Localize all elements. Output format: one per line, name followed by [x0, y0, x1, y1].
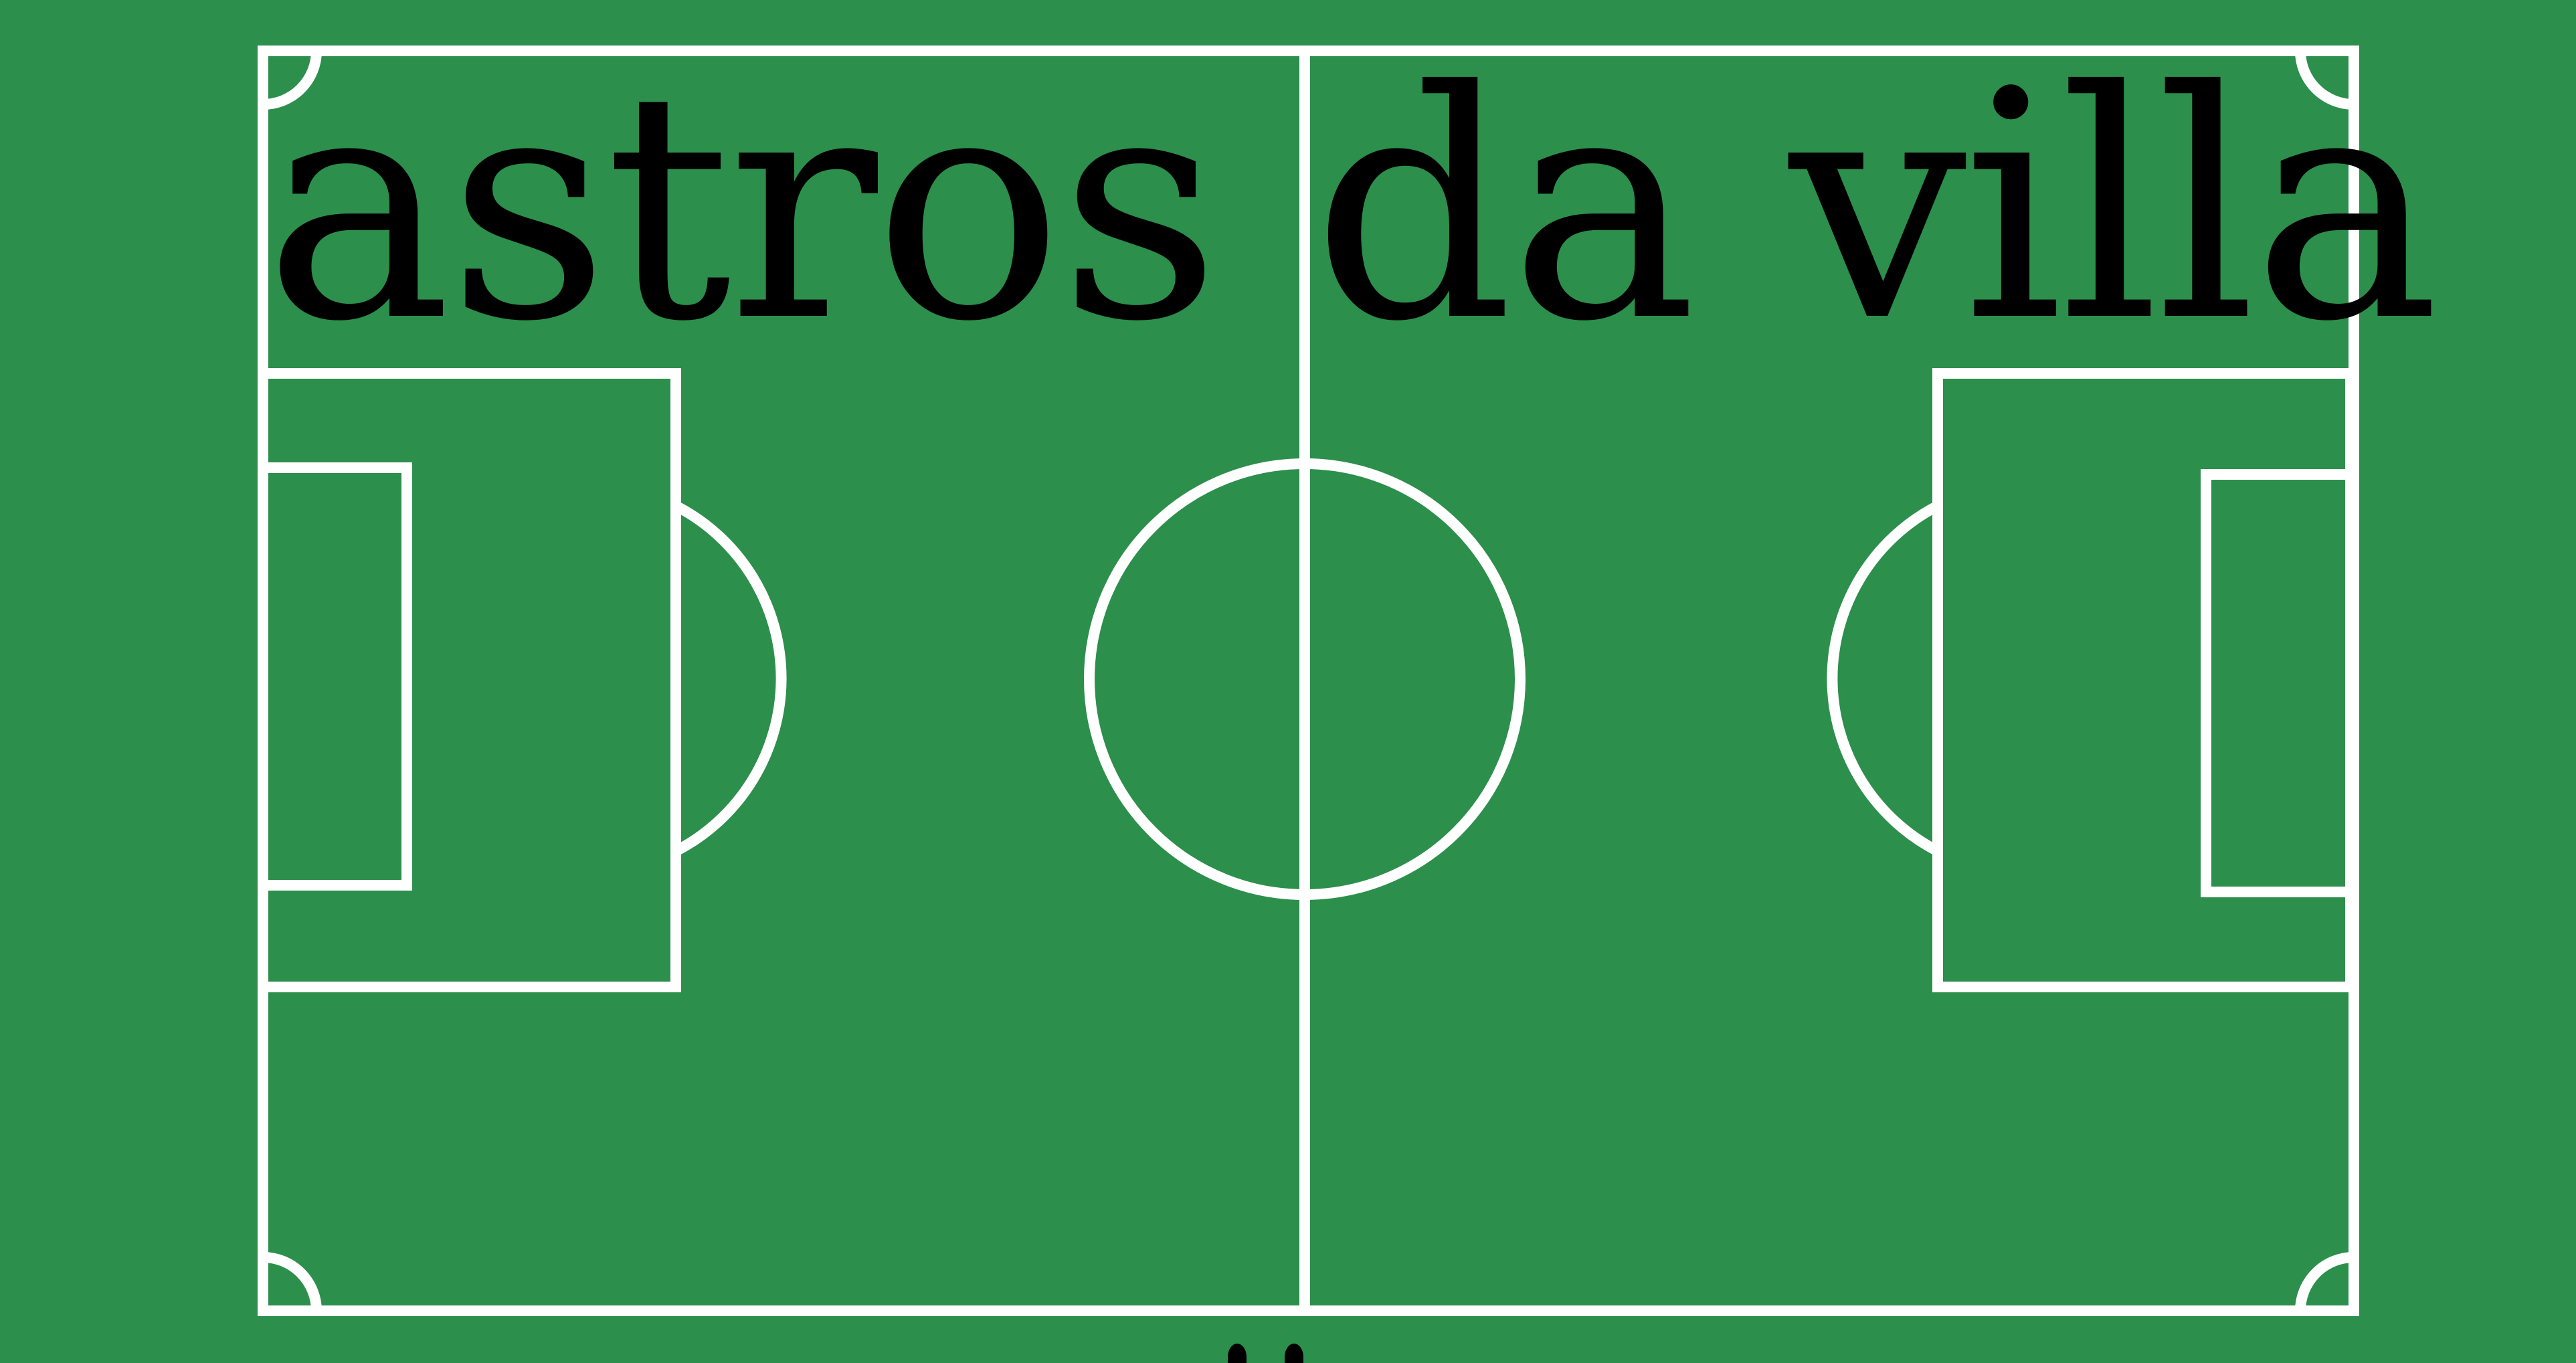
left-penalty-arc [673, 501, 787, 856]
corner-arc-top-left [262, 50, 322, 110]
right-goal-area [2201, 469, 2356, 897]
cropped-glyph [1285, 1344, 1303, 1363]
left-goal-area [258, 462, 412, 891]
center-circle [1084, 458, 1526, 900]
cropped-glyph [1228, 1344, 1247, 1363]
corner-arc-bottom-right [2295, 1252, 2355, 1311]
team-title: astros da villa [264, 24, 2440, 390]
corner-arc-top-right [2295, 50, 2355, 110]
right-penalty-arc [1827, 501, 1940, 856]
corner-arc-bottom-left [262, 1252, 322, 1311]
cropped-text-fragment [1228, 1344, 1308, 1363]
